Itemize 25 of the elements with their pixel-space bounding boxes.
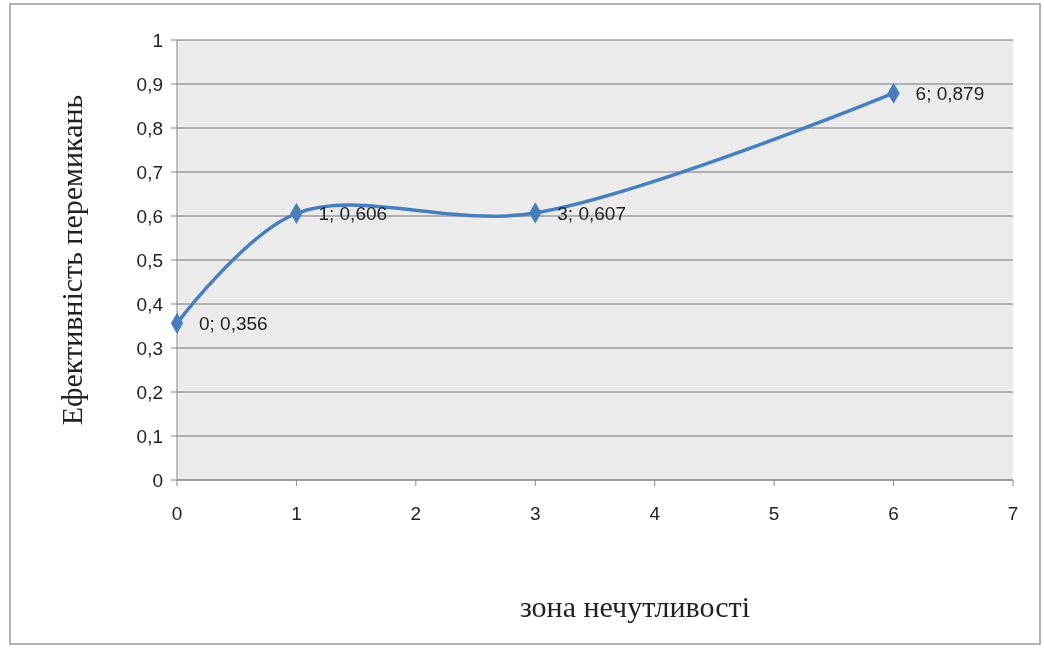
y-tick-label: 1 — [152, 30, 163, 51]
x-tick-label: 3 — [530, 503, 541, 524]
data-label: 6; 0,879 — [915, 83, 985, 105]
x-tick-label: 0 — [171, 503, 183, 524]
y-tick-label: 0,3 — [136, 338, 163, 359]
x-axis-title: зона нечутливості — [519, 590, 751, 623]
data-label: 1; 0,606 — [318, 203, 388, 225]
data-label: 0; 0,356 — [199, 313, 268, 335]
y-tick-label: 0,1 — [136, 426, 163, 447]
x-tick-label: 5 — [768, 503, 780, 524]
data-label: 3; 0,607 — [557, 202, 626, 224]
y-tick-label: 0,4 — [136, 294, 164, 315]
x-tick-label: 1 — [291, 503, 302, 524]
y-tick-label: 0,6 — [136, 206, 163, 227]
y-tick-label: 0,7 — [136, 162, 163, 183]
y-tick-label: 0,9 — [136, 74, 163, 95]
x-tick-label: 7 — [1007, 503, 1019, 524]
y-tick-label: 0 — [152, 470, 163, 491]
y-tick-label: 0,8 — [136, 118, 163, 139]
x-tick-label: 6 — [888, 503, 899, 524]
y-axis-title: Ефективність перемикань — [55, 94, 88, 426]
x-tick-label: 4 — [649, 503, 661, 524]
x-tick-label: 2 — [410, 503, 422, 524]
y-tick-label: 0,5 — [136, 250, 163, 271]
y-tick-label: 0,2 — [136, 382, 163, 403]
